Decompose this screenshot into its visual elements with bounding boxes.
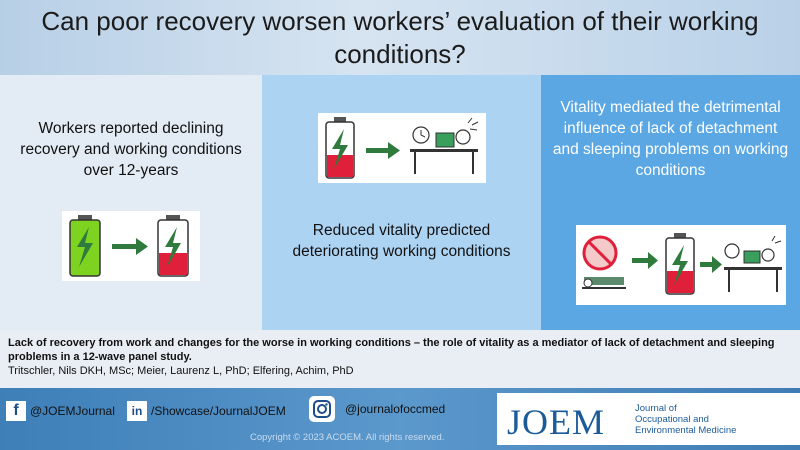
joem-subtitle: Journal of Occupational and Environmenta… — [635, 403, 736, 436]
panel-middle-text: Reduced vitality predicted deteriorating… — [292, 222, 511, 260]
linkedin-handle: /Showcase/JournalJOEM — [151, 404, 286, 418]
footer-bar: f @JOEMJournal in /Showcase/JournalJOEM … — [0, 388, 800, 450]
joem-logo: JOEM Journal of Occupational and Environ… — [497, 393, 800, 445]
battery-drain-illustration — [62, 211, 200, 281]
no-sleep-battery-desk-icon — [582, 233, 782, 295]
instagram-handle: @journalofoccmed — [345, 402, 446, 416]
panel-left: Workers reported declining recovery and … — [0, 75, 262, 330]
facebook-link[interactable]: f @JOEMJournal — [6, 400, 115, 422]
facebook-handle: @JOEMJournal — [30, 404, 115, 418]
instagram-link[interactable]: @journalofoccmed — [309, 396, 446, 422]
panel-left-text: Workers reported declining recovery and … — [20, 120, 242, 179]
panel-right: Vitality mediated the detrimental influe… — [541, 75, 800, 330]
title-bar: Can poor recovery worsen workers’ evalua… — [0, 0, 800, 75]
copyright-text: Copyright © 2023 ACOEM. All rights reser… — [250, 432, 445, 443]
joem-sub-line-3: Environmental Medicine — [635, 425, 737, 436]
linkedin-link[interactable]: in /Showcase/JournalJOEM — [127, 400, 286, 422]
page-title: Can poor recovery worsen workers’ evalua… — [41, 5, 759, 69]
joem-sub-line-2: Occupational and — [635, 414, 709, 425]
detachment-sleep-illustration — [576, 225, 786, 305]
vitality-work-illustration — [318, 113, 486, 183]
linkedin-icon: in — [127, 401, 147, 421]
citation-block: Lack of recovery from work and changes f… — [0, 330, 800, 388]
battery-drain-icon — [69, 215, 189, 277]
facebook-icon: f — [6, 401, 26, 421]
panel-middle: Reduced vitality predicted deteriorating… — [262, 75, 541, 330]
article-title: Lack of recovery from work and changes f… — [8, 337, 775, 363]
instagram-icon — [309, 396, 335, 422]
joem-wordmark: JOEM — [507, 402, 606, 442]
article-authors: Tritschler, Nils DKH, MSc; Meier, Lauren… — [8, 365, 354, 377]
joem-sub-line-1: Journal of — [635, 403, 677, 414]
battery-to-desk-icon — [325, 117, 479, 179]
panel-right-text: Vitality mediated the detrimental influe… — [552, 99, 789, 179]
